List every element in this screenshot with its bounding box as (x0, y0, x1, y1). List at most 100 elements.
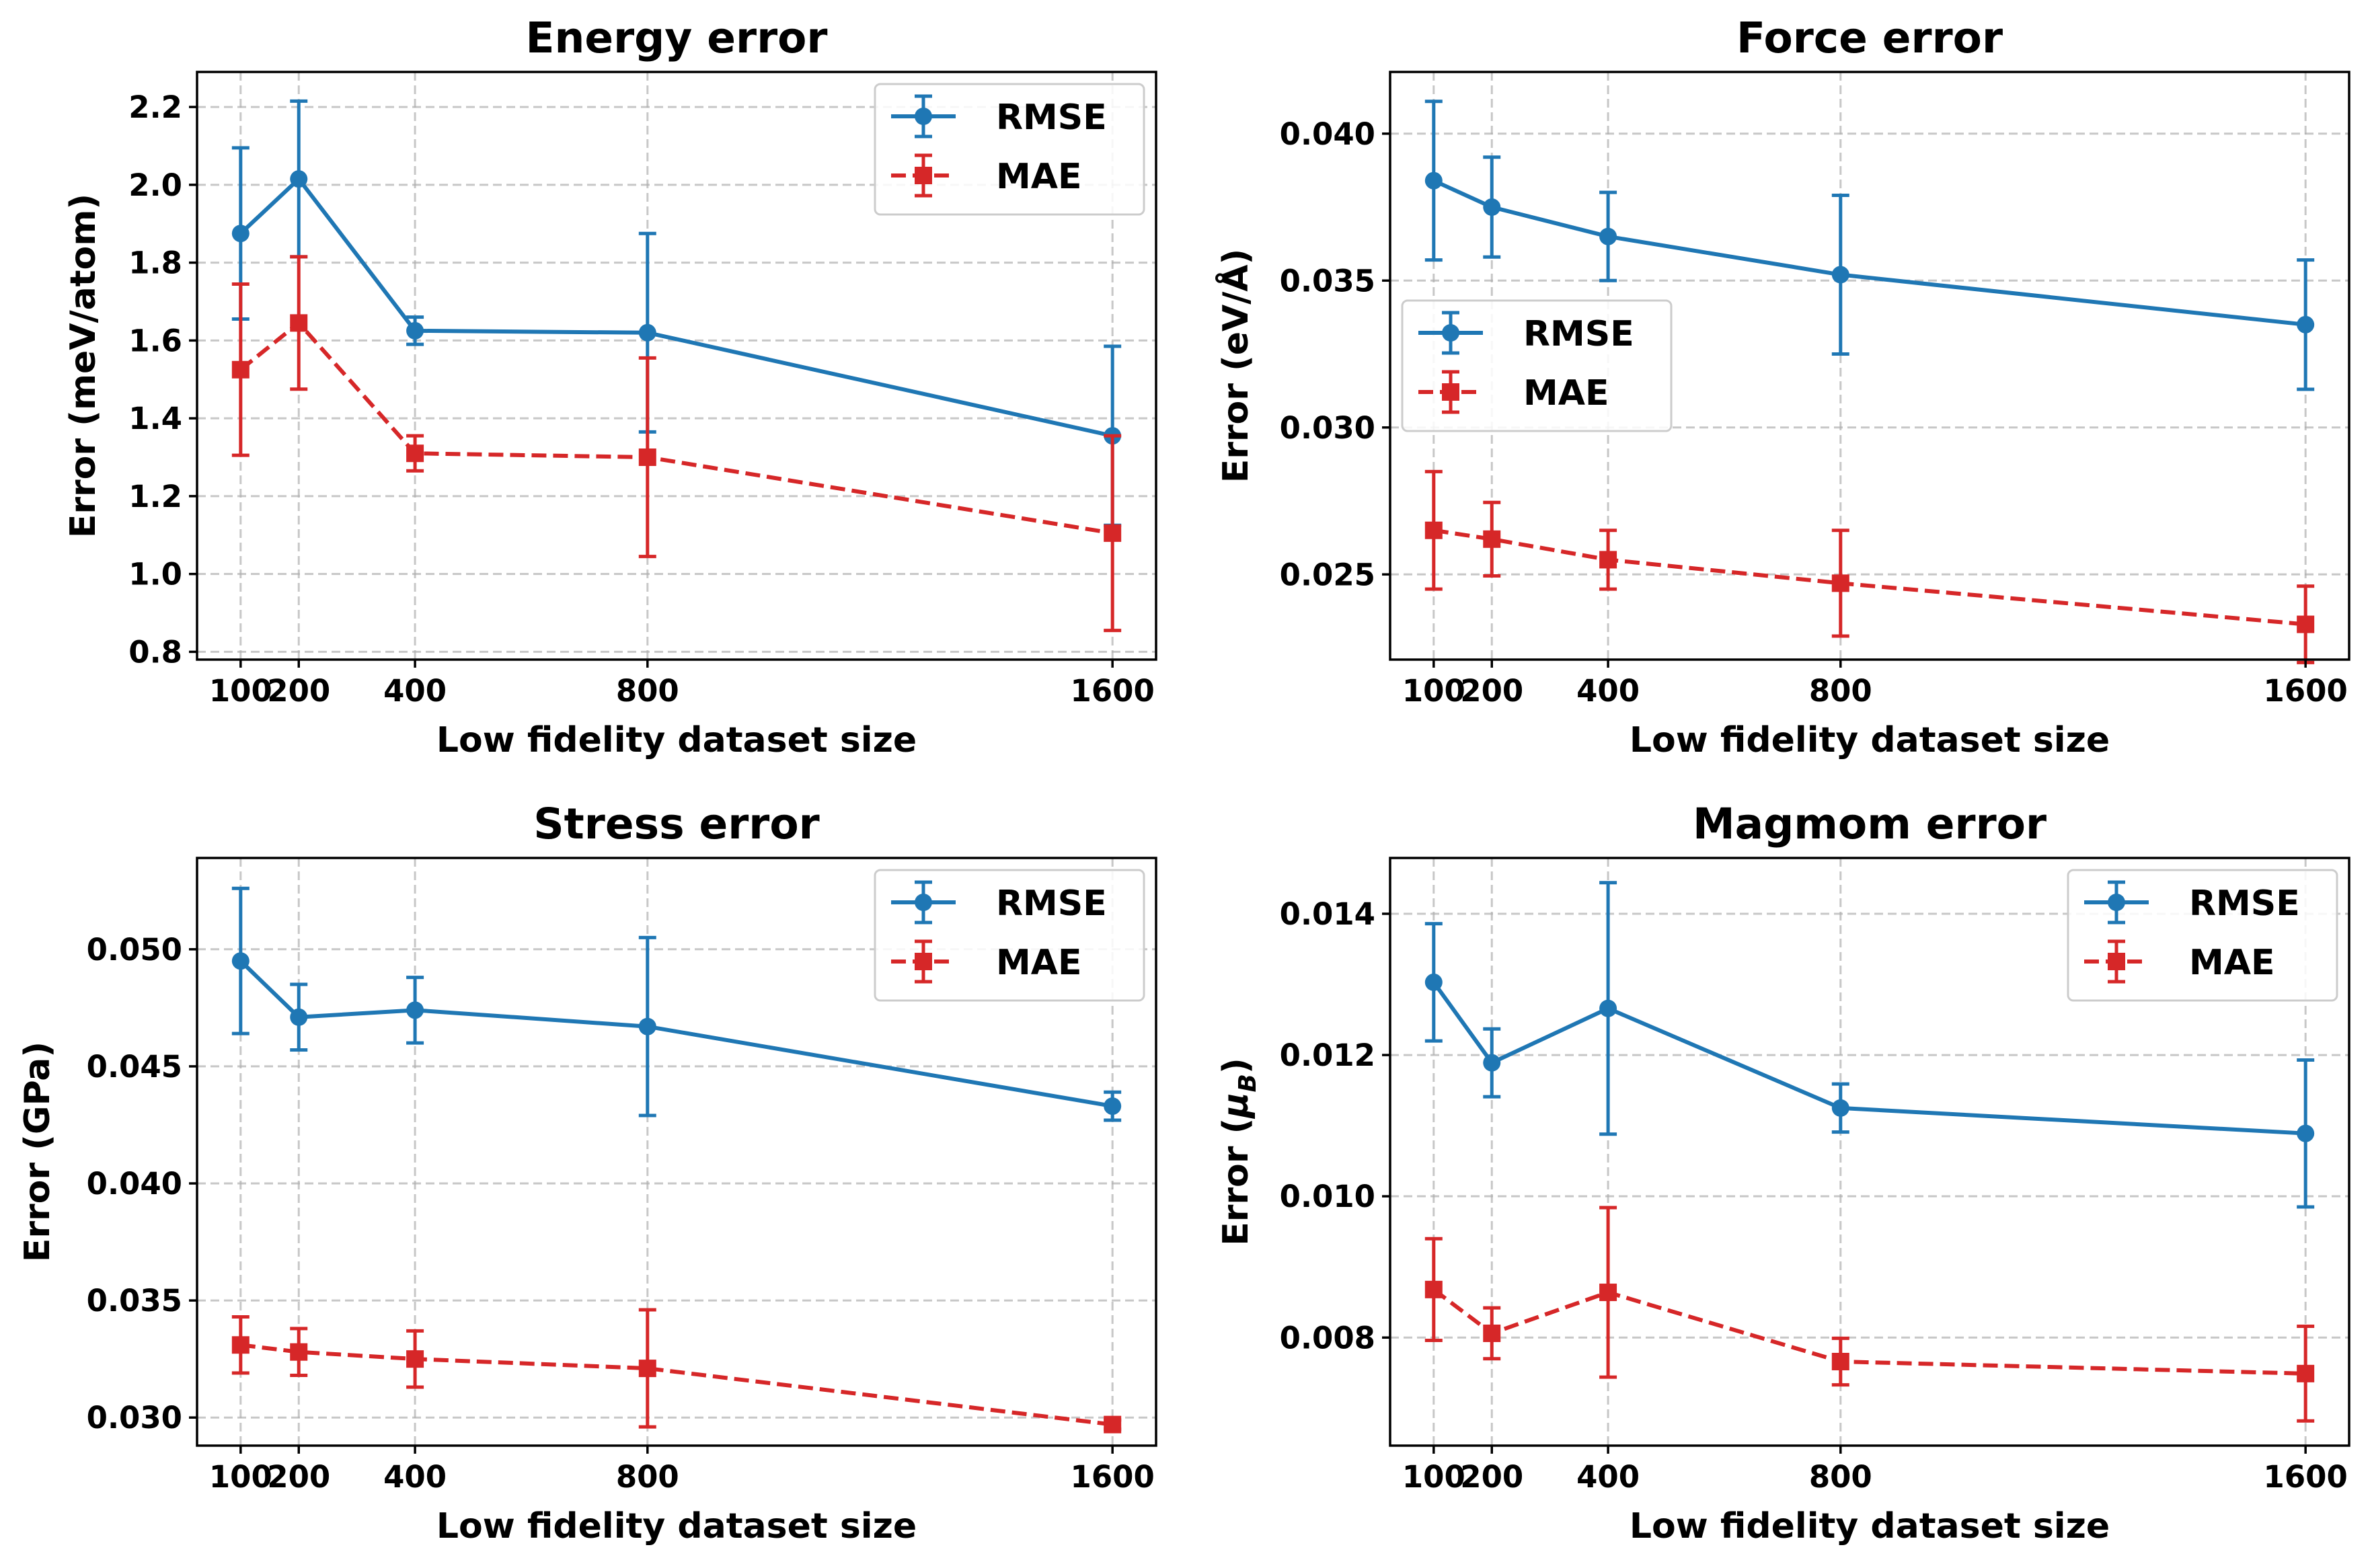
x-tick-label: 200 (1460, 1459, 1523, 1495)
y-tick-label: 1.0 (128, 557, 182, 592)
x-tick-label: 100 (1402, 1459, 1465, 1495)
y-tick-label: 0.045 (87, 1049, 182, 1085)
series-line (240, 1343, 1113, 1427)
legend-label: RMSE (996, 884, 1107, 924)
data-point-marker (231, 1336, 250, 1354)
y-tick-label: 0.012 (1280, 1037, 1375, 1073)
panel-title: Magmom error (1693, 799, 2046, 849)
data-point-marker (638, 1360, 656, 1378)
legend-label: MAE (1523, 373, 1609, 414)
y-tick-label: 0.014 (1280, 896, 1375, 932)
y-axis-label: Error (eV/Å) (1215, 249, 1256, 483)
data-point-marker (1599, 1284, 1617, 1302)
series-mae (231, 1308, 1122, 1434)
data-point-marker (2297, 1124, 2315, 1142)
y-tick-label: 0.040 (1280, 116, 1375, 152)
legend-label: MAE (996, 943, 1082, 983)
data-point-marker (1424, 171, 1443, 190)
plot-area-frame (196, 71, 1157, 661)
y-tick-label: 1.8 (128, 245, 182, 281)
x-tick-label: 200 (1460, 673, 1523, 709)
x-axis-label: Low fidelity dataset size (1630, 1506, 2110, 1546)
data-point-marker (1483, 530, 1501, 548)
data-point-marker (638, 448, 656, 467)
data-point-marker (406, 444, 424, 463)
y-tick-label: 0.025 (1280, 557, 1375, 592)
data-point-marker (231, 952, 250, 970)
y-tick-label: 1.6 (128, 323, 182, 358)
y-axis-label: Error (GPa) (17, 1042, 58, 1262)
data-point-marker (1104, 1097, 1122, 1115)
data-point-marker (1424, 1280, 1443, 1298)
x-tick-label: 400 (383, 673, 447, 709)
x-axis-label: Low fidelity dataset size (1630, 720, 2110, 760)
x-tick-label: 100 (1402, 673, 1465, 709)
series-mae (1424, 1206, 2315, 1423)
series-line (239, 177, 1113, 438)
data-point-marker (915, 167, 932, 184)
data-point-marker (1104, 524, 1122, 542)
data-point-marker (2297, 315, 2315, 334)
y-tick-label: 2.0 (128, 167, 182, 203)
y-axis-label-text: Error ( (1216, 1118, 1256, 1246)
series-line (1432, 1288, 2306, 1376)
y-axis-label: Error (μB) (1216, 1058, 1262, 1246)
y-tick-label: 0.030 (87, 1400, 182, 1436)
y-axis-label-subscript: B (1234, 1074, 1262, 1092)
series-rmse (231, 886, 1122, 1122)
series-rmse (1424, 881, 2315, 1209)
data-point-marker (1831, 1352, 1849, 1370)
data-point-marker (2108, 894, 2125, 911)
series-line (1432, 981, 2306, 1136)
series-mae (1424, 469, 2315, 664)
plot-area-frame (1389, 857, 2350, 1447)
data-point-marker (1104, 1415, 1122, 1434)
panel-title: Energy error (526, 13, 828, 63)
x-tick-label: 1600 (2264, 673, 2348, 709)
y-tick-label: 0.010 (1280, 1179, 1375, 1214)
data-point-marker (1442, 383, 1459, 401)
x-tick-label: 800 (1809, 673, 1872, 709)
x-tick-label: 1600 (2264, 1459, 2348, 1495)
x-tick-label: 800 (616, 673, 679, 709)
data-point-marker (2297, 615, 2315, 633)
y-tick-label: 1.4 (128, 401, 182, 436)
y-axis-label-close: ) (1216, 1058, 1256, 1074)
data-point-marker (290, 170, 308, 188)
y-tick-label: 0.040 (87, 1166, 182, 1202)
data-point-marker (406, 321, 424, 340)
data-point-marker (290, 1343, 308, 1361)
legend: RMSE MAE (874, 869, 1145, 1002)
data-point-marker (1599, 551, 1617, 569)
data-point-marker (915, 108, 932, 125)
data-point-marker (1599, 227, 1617, 245)
legend-label: MAE (996, 157, 1082, 197)
y-tick-label: 1.2 (128, 479, 182, 514)
plot-area-frame (196, 857, 1157, 1447)
data-point-marker (231, 225, 250, 243)
series-mae (231, 255, 1122, 633)
x-tick-label: 1600 (1071, 673, 1155, 709)
data-point-marker (915, 894, 932, 911)
data-point-marker (1483, 198, 1501, 217)
data-point-marker (915, 953, 932, 970)
data-point-marker (1831, 266, 1849, 284)
y-tick-label: 0.035 (87, 1283, 182, 1319)
legend-label: RMSE (2189, 884, 2300, 924)
legend-label: MAE (2189, 943, 2275, 983)
plot-area-frame (1389, 71, 2350, 661)
x-tick-label: 200 (267, 1459, 330, 1495)
legend-label: RMSE (996, 97, 1107, 138)
x-tick-label: 100 (209, 1459, 272, 1495)
legend: RMSE MAE (874, 83, 1145, 216)
data-point-marker (290, 314, 308, 332)
x-tick-label: 800 (616, 1459, 679, 1495)
data-point-marker (2297, 1364, 2315, 1382)
x-axis-label: Low fidelity dataset size (436, 720, 917, 760)
data-point-marker (406, 1001, 424, 1019)
x-tick-label: 1600 (1071, 1459, 1155, 1495)
